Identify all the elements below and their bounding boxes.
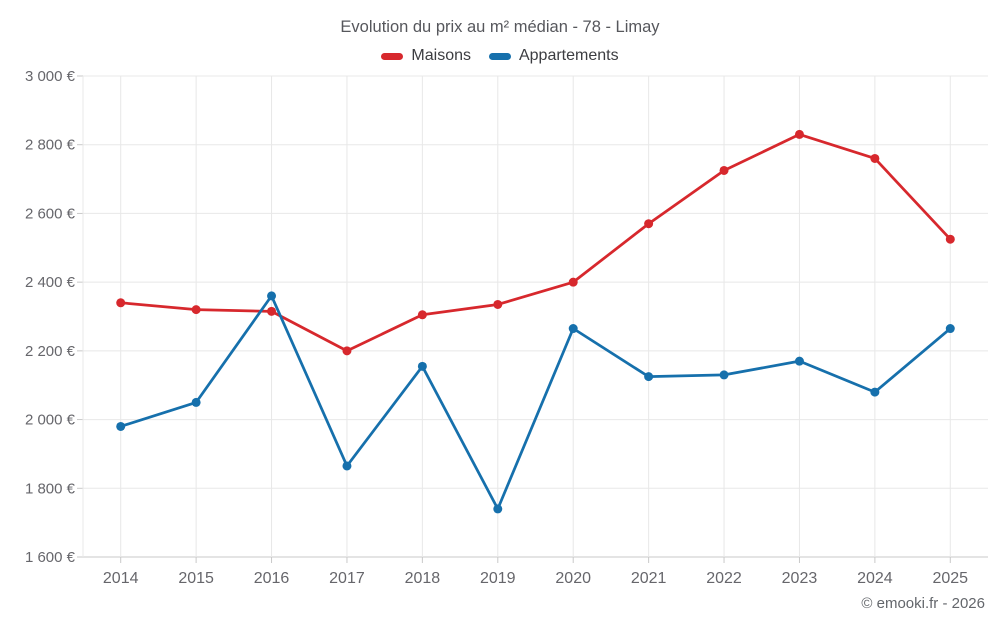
chart-legend: Maisons Appartements [0,46,1000,66]
series-line-appartements [119,294,952,511]
y-tick-label: 1 600 € [25,549,76,566]
data-point-maisons-2017[interactable] [342,346,352,356]
data-point-appartements-2017[interactable] [342,461,352,471]
appartements-series-swatch-icon [488,52,511,60]
x-tick-label: 2019 [480,570,516,587]
series-line-maisons [119,133,952,353]
x-tick-label: 2017 [329,570,365,587]
data-point-appartements-2022[interactable] [719,370,729,380]
x-tick-label: 2022 [706,570,742,587]
x-tick-label: 2014 [103,570,139,587]
y-tick-label: 2 400 € [25,274,76,291]
data-point-appartements-2021[interactable] [644,372,654,382]
y-tick-label: 1 800 € [25,480,76,497]
data-point-appartements-2025[interactable] [945,324,955,334]
y-tick-label: 2 800 € [25,137,76,154]
data-point-maisons-2020[interactable] [568,277,578,287]
y-tick-label: 2 000 € [25,412,76,429]
data-point-maisons-2025[interactable] [945,234,955,244]
chart-title: Evolution du prix au m² médian - 78 - Li… [340,18,660,36]
data-point-maisons-2021[interactable] [644,219,654,229]
data-point-appartements-2024[interactable] [870,387,880,397]
data-point-maisons-2014[interactable] [116,298,126,308]
data-point-appartements-2018[interactable] [417,361,427,371]
data-point-maisons-2019[interactable] [493,299,503,309]
x-tick-label: 2023 [782,570,818,587]
x-tick-label: 2021 [631,570,667,587]
x-tick-label: 2018 [405,570,441,587]
data-point-maisons-2024[interactable] [870,153,880,163]
y-tick-label: 3 000 € [25,68,76,85]
legend-label-maisons: Maisons [411,47,471,64]
data-point-appartements-2016[interactable] [267,291,277,301]
maisons-series-swatch-icon [381,52,404,60]
legend-item-maisons[interactable]: Maisons [381,47,471,65]
x-tick-label: 2024 [857,570,893,587]
data-point-appartements-2014[interactable] [116,421,126,431]
legend-label-appartements: Appartements [518,47,619,64]
data-point-maisons-2018[interactable] [417,310,427,320]
data-point-maisons-2016[interactable] [267,306,277,316]
data-point-appartements-2020[interactable] [568,324,578,334]
x-tick-label: 2020 [555,570,591,587]
x-tick-label: 2025 [932,570,968,587]
data-point-maisons-2015[interactable] [191,305,201,315]
x-tick-label: 2016 [254,570,290,587]
legend-item-appartements[interactable]: Appartements [488,47,619,65]
data-point-maisons-2022[interactable] [719,165,729,175]
data-point-appartements-2023[interactable] [794,356,804,366]
copyright-watermark: © emooki.fr - 2026 [861,595,985,612]
data-point-maisons-2023[interactable] [794,129,804,139]
data-point-appartements-2015[interactable] [191,397,201,407]
y-tick-label: 2 200 € [25,343,76,360]
y-tick-label: 2 600 € [25,205,76,222]
data-point-appartements-2019[interactable] [493,504,503,514]
x-tick-label: 2015 [178,570,214,587]
